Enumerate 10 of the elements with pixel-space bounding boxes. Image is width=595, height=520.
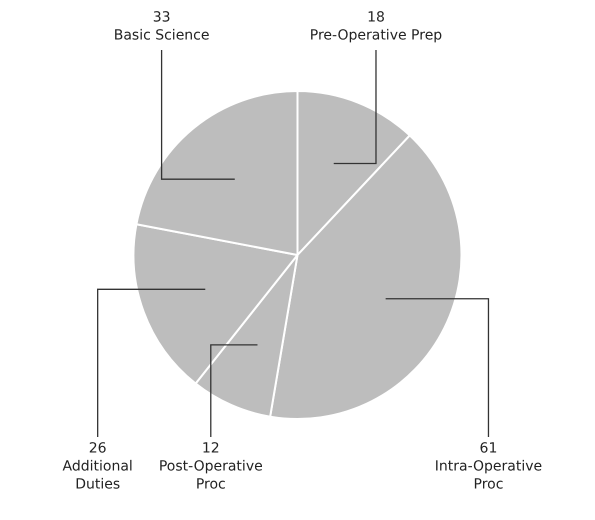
slice-label: Intra-Operative Proc xyxy=(434,458,542,493)
data-label: 12 xyxy=(202,440,220,457)
slice-label: Additional Duties xyxy=(62,458,133,493)
slice-label: Post-Operative Proc xyxy=(158,458,263,493)
data-label: 33 xyxy=(152,10,171,26)
data-label: 18 xyxy=(367,10,385,26)
slice-label: Basic Science xyxy=(114,28,210,44)
data-label: 26 xyxy=(88,440,107,457)
slice-label: Pre-Operative Prep xyxy=(310,28,442,44)
data-label: 61 xyxy=(480,440,498,457)
